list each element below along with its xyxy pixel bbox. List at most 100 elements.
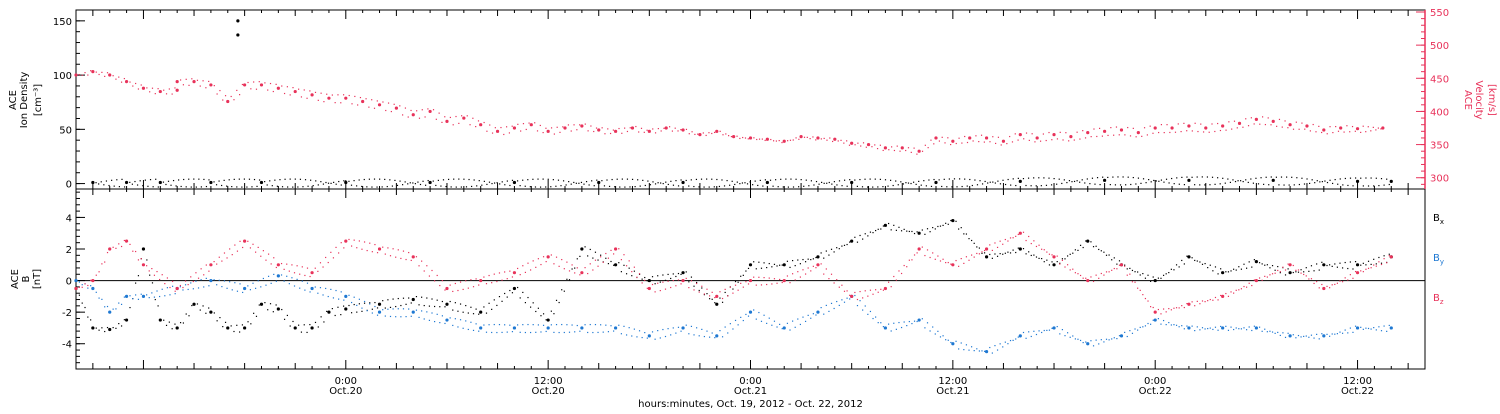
- density-sample: [1084, 182, 1086, 184]
- bz-sample: [672, 279, 674, 282]
- velocity-sample: [736, 135, 738, 137]
- bx-sample: [1339, 262, 1341, 264]
- density-sample: [243, 178, 245, 180]
- velocity-sample: [494, 127, 496, 129]
- bx-sample: [820, 252, 822, 254]
- velocity-point: [1288, 123, 1292, 127]
- density-sample: [1025, 184, 1027, 187]
- density-sample: [144, 179, 146, 181]
- bx-sample: [444, 306, 446, 308]
- bz-point: [681, 278, 685, 283]
- bz-sample: [766, 283, 768, 286]
- by-sample: [1085, 341, 1087, 343]
- by-sample: [462, 327, 464, 329]
- by-sample: [418, 316, 420, 319]
- velocity-sample: [1059, 131, 1061, 133]
- velocity-sample: [933, 143, 935, 145]
- by-point: [715, 334, 719, 338]
- bz-sample: [810, 270, 812, 272]
- bz-sample: [242, 246, 244, 249]
- by-sample: [571, 324, 573, 326]
- bx-sample: [1220, 268, 1222, 270]
- velocity-sample: [1233, 120, 1236, 122]
- by-sample: [140, 293, 142, 295]
- bz-sample: [1181, 305, 1183, 307]
- bx-sample: [524, 302, 527, 304]
- bx-sample: [768, 262, 770, 265]
- bz-sample: [898, 270, 900, 272]
- velocity-sample: [112, 75, 114, 77]
- by-sample: [1373, 327, 1375, 329]
- density-sample: [1227, 178, 1229, 180]
- density-sample: [629, 186, 631, 188]
- by-sample: [1305, 335, 1307, 337]
- velocity-sample: [351, 103, 353, 105]
- density-sample: [1204, 184, 1206, 186]
- density-sample: [951, 186, 953, 188]
- bx-sample: [1116, 263, 1118, 265]
- by-sample: [306, 282, 309, 284]
- density-sample: [706, 178, 708, 180]
- bx-sample: [613, 264, 615, 266]
- by-point: [681, 326, 685, 330]
- bz-sample: [405, 258, 407, 261]
- by-sample: [994, 345, 996, 347]
- bx-sample: [1329, 264, 1331, 266]
- density-sample: [1107, 176, 1109, 179]
- bz-sample: [519, 274, 521, 276]
- bz-sample: [911, 259, 913, 261]
- density-sample: [358, 179, 360, 181]
- velocity-sample: [416, 110, 418, 112]
- bx-sample: [664, 279, 667, 281]
- by-point: [816, 310, 820, 314]
- bx-sample: [179, 322, 182, 324]
- velocity-sample: [272, 90, 274, 93]
- by-sample: [934, 333, 936, 335]
- density-sample: [414, 183, 416, 185]
- density-sample: [221, 184, 223, 187]
- bz-sample: [924, 254, 926, 257]
- bx-sample: [1362, 262, 1364, 264]
- by-sample: [789, 329, 791, 331]
- density-sample: [690, 179, 692, 181]
- bx-sample: [163, 319, 165, 321]
- bz-point: [782, 278, 786, 283]
- velocity-sample: [618, 127, 620, 130]
- bx-sample: [196, 303, 199, 305]
- bz-sample: [662, 281, 664, 283]
- bz-sample: [597, 265, 599, 267]
- velocity-sample: [491, 132, 494, 134]
- bz-sample: [1334, 283, 1336, 286]
- density-sample: [961, 185, 963, 188]
- density-sample: [147, 185, 149, 187]
- bx-point: [276, 307, 280, 311]
- by-sample: [1129, 330, 1131, 332]
- bx-sample: [1378, 256, 1380, 259]
- velocity-sample: [106, 72, 109, 74]
- velocity-point: [1035, 136, 1039, 140]
- bz-sample: [1336, 282, 1338, 284]
- by-sample: [265, 284, 267, 286]
- velocity-sample: [188, 84, 190, 86]
- velocity-sample: [1098, 127, 1101, 129]
- density-point: [1355, 179, 1360, 184]
- density-sample: [616, 178, 618, 180]
- bz-sample: [1116, 268, 1118, 270]
- density-sample: [236, 186, 238, 188]
- bz-sample: [216, 263, 218, 265]
- velocity-sample: [1321, 131, 1323, 134]
- bx-sample: [1168, 271, 1170, 274]
- velocity-sample: [421, 109, 423, 111]
- bx-sample: [376, 307, 379, 309]
- bx-sample: [893, 224, 895, 226]
- density-sample: [798, 186, 800, 188]
- velocity-sample: [657, 127, 659, 130]
- velocity-sample: [545, 127, 547, 129]
- bz-sample: [184, 280, 187, 282]
- density-sample: [984, 180, 986, 183]
- velocity-sample: [132, 85, 134, 87]
- bz-point: [1322, 286, 1326, 291]
- velocity-sample: [916, 153, 918, 155]
- by-sample: [1360, 326, 1362, 328]
- density-point: [428, 180, 432, 185]
